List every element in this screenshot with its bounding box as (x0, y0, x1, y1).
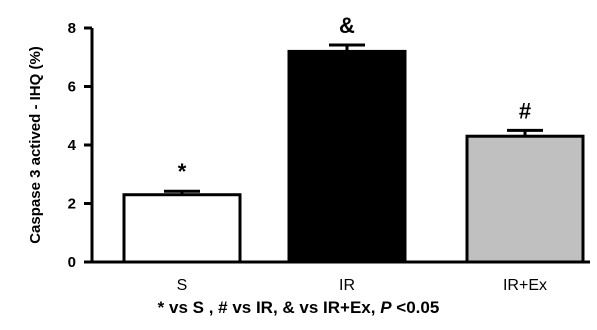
footnote-p-symbol: P (380, 298, 392, 317)
y-tick-label: 4 (68, 137, 77, 154)
y-tick-label: 0 (68, 254, 76, 271)
error-bars (164, 43, 543, 195)
y-axis-title: Caspase 3 actived - IHQ (%) (27, 46, 44, 244)
significance-marker: & (339, 13, 355, 38)
y-ticks: 0 2 4 6 8 (68, 20, 92, 271)
footnote-text: * vs S , # vs IR, & vs IR+Ex, (157, 298, 381, 317)
category-label: IR+Ex (503, 277, 547, 294)
y-tick-label: 6 (68, 79, 76, 96)
significance-labels: * & # (178, 13, 531, 184)
significance-footnote: * vs S , # vs IR, & vs IR+Ex, P <0.05 (0, 298, 597, 318)
significance-marker: * (178, 159, 187, 184)
y-tick-label: 2 (68, 196, 76, 213)
footnote-threshold: <0.05 (391, 298, 440, 317)
category-label: S (177, 277, 188, 294)
category-label: IR (339, 277, 355, 294)
category-labels: S IR IR+Ex (177, 277, 547, 294)
bar-s (122, 193, 242, 264)
bar-ir-ex (465, 134, 585, 264)
bars (122, 49, 585, 264)
y-tick-label: 8 (68, 20, 76, 37)
significance-marker: # (519, 98, 531, 123)
bar-ir (287, 49, 407, 264)
